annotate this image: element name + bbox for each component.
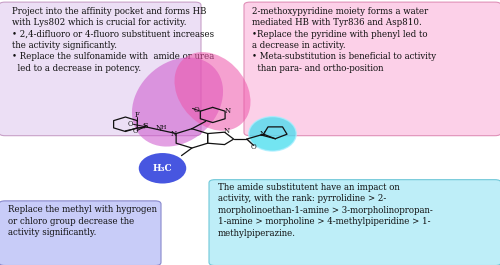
Text: N: N [260,130,266,138]
Text: H₃C: H₃C [152,164,172,173]
Text: O: O [194,106,200,114]
Text: N: N [224,127,230,135]
Text: 2-methoxypyridine moiety forms a water
mediated HB with Tyr836 and Asp810.
•Repl: 2-methoxypyridine moiety forms a water m… [252,7,436,73]
Ellipse shape [132,58,223,147]
FancyBboxPatch shape [0,2,201,136]
Text: N: N [170,130,176,138]
FancyBboxPatch shape [0,201,161,265]
Ellipse shape [249,117,296,151]
Text: Replace the methyl with hygrogen
or chloro group decrease the
activity significa: Replace the methyl with hygrogen or chlo… [8,205,156,237]
Ellipse shape [174,52,250,131]
Text: O: O [251,143,256,151]
Text: O: O [127,120,132,128]
Text: O: O [132,127,138,135]
Text: N: N [156,124,162,132]
Text: N: N [224,107,230,115]
FancyBboxPatch shape [244,2,500,136]
Text: S: S [142,122,148,130]
Text: H: H [160,125,166,130]
FancyBboxPatch shape [209,180,500,265]
Text: Project into the affinity pocket and forms HB
with Lys802 which is crucial for a: Project into the affinity pocket and for… [12,7,215,73]
Ellipse shape [139,153,186,183]
Text: The amide substitutent have an impact on
activity, with the rank: pyrrolidine > : The amide substitutent have an impact on… [218,183,432,238]
Text: F: F [135,111,140,119]
